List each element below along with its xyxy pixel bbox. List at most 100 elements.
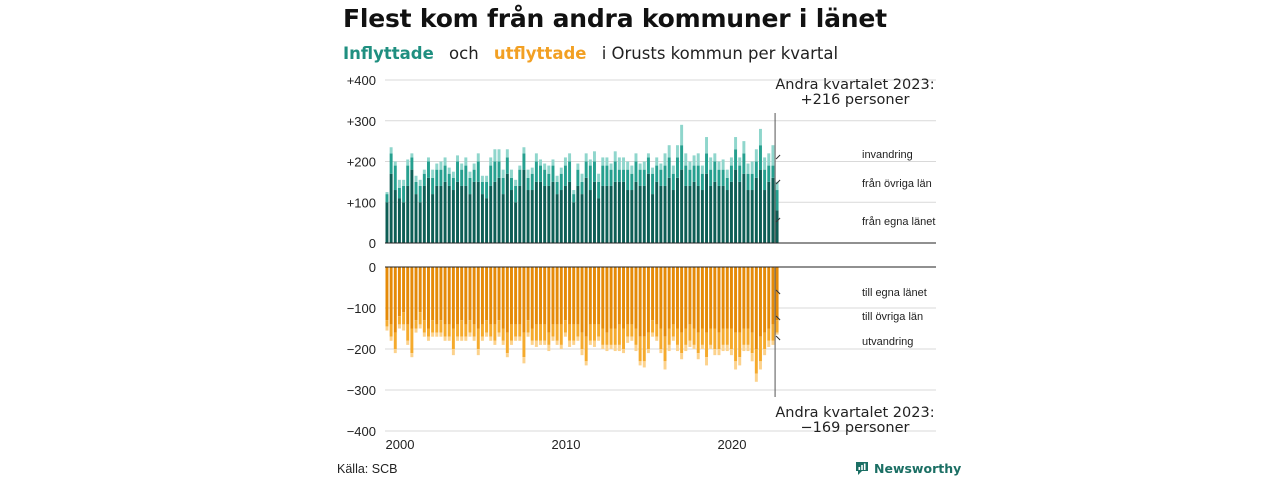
bar-out bbox=[609, 344, 613, 349]
bar-out bbox=[489, 324, 493, 337]
bar-out bbox=[700, 267, 704, 329]
bar-out bbox=[771, 340, 775, 345]
bar-in bbox=[563, 157, 567, 166]
bar-in bbox=[497, 177, 501, 243]
bar-in bbox=[622, 157, 625, 170]
bar-in bbox=[684, 185, 688, 243]
bar-in bbox=[709, 185, 713, 243]
bar-out bbox=[713, 328, 717, 349]
bar-out bbox=[775, 320, 779, 333]
bar-out bbox=[464, 324, 468, 337]
bar-out bbox=[734, 361, 738, 370]
bar-in bbox=[734, 137, 738, 150]
bar-out bbox=[389, 336, 393, 341]
bar-out bbox=[759, 361, 762, 370]
bar-out bbox=[530, 267, 534, 329]
bar-out bbox=[601, 267, 605, 329]
bar-in bbox=[476, 161, 480, 182]
bar-out bbox=[539, 267, 542, 325]
bar-out bbox=[539, 340, 542, 345]
bar-out bbox=[763, 332, 767, 349]
bar-in bbox=[451, 177, 455, 191]
bar-out bbox=[680, 353, 684, 360]
bar-in bbox=[389, 173, 393, 243]
bar-out bbox=[476, 267, 480, 329]
bar-in bbox=[671, 190, 675, 243]
bar-in bbox=[510, 177, 513, 191]
bar-out bbox=[634, 267, 638, 329]
bar-out bbox=[397, 267, 401, 317]
bar-out bbox=[700, 328, 704, 345]
bar-in bbox=[630, 173, 634, 191]
bar-in bbox=[771, 177, 775, 243]
bar-out bbox=[646, 332, 650, 349]
bar-out bbox=[431, 332, 435, 337]
bar-in bbox=[480, 194, 484, 243]
bar-out bbox=[729, 349, 733, 356]
bar-in bbox=[750, 161, 754, 174]
bar-out bbox=[526, 267, 530, 321]
bar-out bbox=[655, 336, 659, 341]
bar-out bbox=[505, 353, 509, 358]
bar-in bbox=[435, 185, 439, 243]
x-tick-label: 2010 bbox=[552, 437, 581, 452]
bar-in bbox=[493, 149, 497, 162]
legend-pointer bbox=[775, 217, 781, 223]
bar-out bbox=[622, 349, 625, 354]
bar-in bbox=[646, 157, 650, 174]
legend-pointer bbox=[775, 335, 781, 341]
legend-pointer bbox=[775, 154, 781, 160]
bar-in bbox=[568, 153, 572, 162]
bar-in bbox=[393, 190, 397, 243]
bar-in bbox=[514, 185, 518, 203]
legend-label: till övriga län bbox=[862, 311, 923, 323]
bar-in bbox=[443, 165, 447, 182]
bar-in bbox=[750, 173, 754, 191]
bar-out bbox=[601, 344, 605, 349]
bar-in bbox=[696, 185, 700, 243]
bar-in bbox=[717, 161, 721, 170]
bar-in bbox=[451, 190, 455, 243]
bar-in bbox=[464, 157, 468, 166]
bar-out bbox=[497, 332, 501, 337]
bar-in bbox=[472, 169, 476, 182]
bar-in bbox=[385, 192, 389, 195]
bar-in bbox=[605, 165, 609, 186]
bar-in bbox=[709, 169, 713, 186]
bar-out bbox=[580, 349, 584, 356]
bar-in bbox=[476, 153, 480, 162]
bar-out bbox=[397, 316, 401, 325]
bar-in bbox=[646, 153, 650, 158]
bar-in bbox=[427, 161, 430, 178]
bar-out bbox=[410, 328, 414, 354]
bar-in bbox=[729, 157, 733, 166]
bar-in bbox=[671, 165, 675, 174]
bar-out bbox=[563, 267, 567, 321]
bar-out bbox=[767, 328, 771, 341]
bar-in bbox=[530, 190, 534, 243]
bar-in bbox=[617, 169, 621, 182]
bar-in bbox=[676, 145, 679, 158]
bar-in bbox=[485, 198, 489, 243]
bar-in bbox=[435, 169, 439, 186]
bar-in bbox=[634, 181, 638, 243]
bar-in bbox=[601, 185, 605, 243]
bar-in bbox=[609, 169, 613, 186]
bar-out bbox=[729, 267, 733, 329]
bar-out bbox=[547, 344, 551, 352]
bar-out bbox=[630, 336, 634, 341]
bar-in bbox=[700, 190, 704, 243]
bar-out bbox=[543, 267, 547, 325]
bar-out bbox=[696, 267, 700, 333]
bar-in bbox=[568, 181, 572, 243]
bar-out bbox=[692, 328, 696, 345]
bar-out bbox=[609, 328, 613, 345]
bar-out bbox=[738, 332, 742, 358]
subtitle-rest: i Orusts kommun per kvartal bbox=[601, 44, 839, 63]
bar-in bbox=[584, 153, 588, 162]
bar-in bbox=[563, 185, 567, 243]
bar-out bbox=[597, 336, 601, 341]
bar-out bbox=[480, 267, 484, 325]
bar-out bbox=[684, 267, 688, 329]
legend-pointer bbox=[775, 179, 781, 185]
